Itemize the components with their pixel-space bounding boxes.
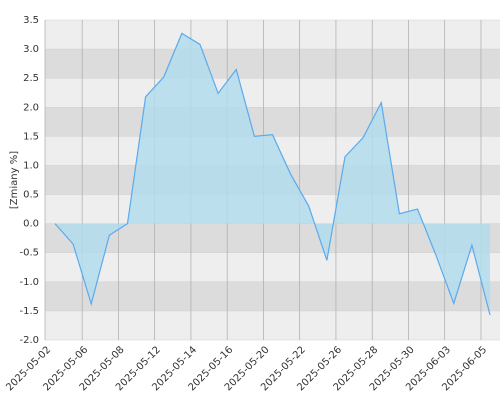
y-tick-label: 2.0 — [23, 102, 39, 113]
line — [54, 32, 491, 316]
grid-band — [45, 281, 500, 311]
grid-band — [45, 107, 500, 137]
y-tick-label: -1.0 — [19, 277, 39, 288]
y-axis-label: [Zmiany %] — [9, 151, 20, 209]
y-tick-label: 3.5 — [23, 15, 39, 26]
y-tick-label: 1.0 — [23, 160, 39, 171]
y-tick-label: 0.0 — [23, 219, 39, 230]
grid-band — [45, 49, 500, 79]
y-tick-label: -1.5 — [19, 306, 39, 317]
y-tick-label: 3.0 — [23, 44, 39, 55]
y-tick-label: 1.5 — [23, 131, 39, 142]
y-tick-label: 2.5 — [23, 73, 39, 84]
y-tick-label: -0.5 — [19, 248, 39, 259]
y-tick-label: 0.5 — [23, 190, 39, 201]
y-tick-label: -2.0 — [19, 335, 39, 346]
